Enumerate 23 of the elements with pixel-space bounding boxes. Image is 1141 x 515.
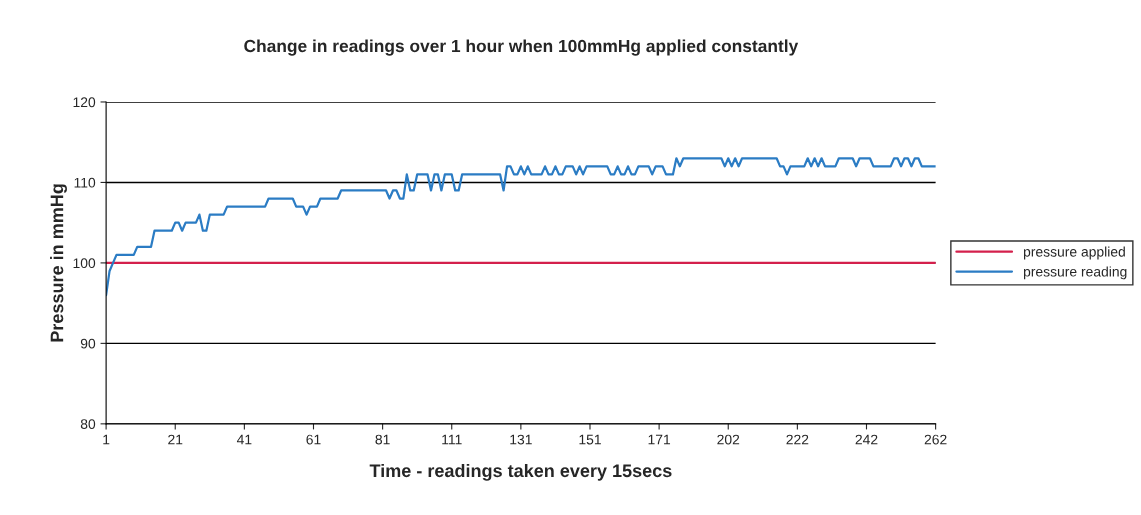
x-tick-label: 61 [306,434,321,445]
x-tick-label: 41 [236,434,252,445]
x-tick-label: 171 [648,434,671,445]
x-tick-label: 222 [786,434,809,445]
legend-label: pressure reading [1023,266,1127,280]
x-tick-label: 21 [168,434,183,445]
x-tick-label: 242 [855,434,878,445]
y-axis-title: Pressure in mmHg [50,184,67,342]
legend-label: pressure applied [1023,246,1125,260]
x-tick-label: 111 [442,434,462,445]
x-tick-label: 202 [717,434,740,445]
y-tick-label: 80 [80,419,96,430]
x-tick-label: 1 [103,434,110,445]
y-tick-label: 100 [73,258,96,269]
x-tick-label: 151 [579,434,601,445]
x-tick-label: 81 [375,434,390,445]
chart-title: Change in readings over 1 hour when 100mmHg applied constantly [244,39,799,56]
y-tick-label: 90 [80,338,96,349]
y-tick-label: 110 [74,177,96,188]
x-axis-title: Time - readings taken every 15secs [369,463,672,481]
x-tick-label: 131 [510,434,532,445]
x-tick-label: 262 [924,434,947,445]
y-tick-label: 120 [73,97,96,108]
